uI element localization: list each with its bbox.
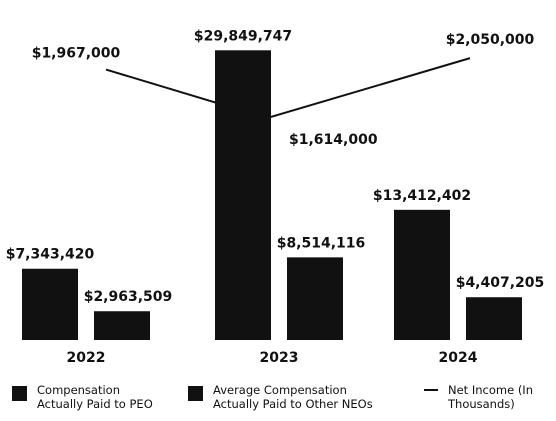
legend-label: Average Compensation Actually Paid to Ot… [213, 383, 373, 411]
bar [215, 50, 271, 341]
legend-item: Net Income (In Thousands) [424, 383, 556, 411]
data-label: $7,343,420 [6, 247, 95, 263]
bar [287, 257, 343, 340]
bar [94, 311, 150, 340]
data-label: $13,412,402 [373, 188, 471, 204]
data-label: $1,967,000 [32, 46, 121, 62]
legend-swatch [188, 386, 203, 401]
data-label: $29,849,747 [194, 28, 292, 44]
legend-label: Net Income (In Thousands) [448, 383, 533, 411]
legend-label: Compensation Actually Paid to PEO [37, 383, 153, 411]
legend-swatch [12, 386, 27, 401]
data-label: $1,614,000 [289, 132, 378, 148]
data-label: $4,407,205 [456, 275, 545, 291]
x-tick-label: 2022 [67, 350, 106, 366]
data-label: $2,963,509 [84, 289, 173, 305]
legend-item: Compensation Actually Paid to PEO [12, 383, 167, 411]
data-label: $8,514,116 [277, 235, 366, 251]
x-tick-label: 2024 [439, 350, 478, 366]
legend-swatch [424, 389, 438, 391]
data-label: $2,050,000 [446, 32, 535, 48]
bar [394, 209, 450, 340]
plot: 2022 2023 2024 $7,343,420 $29,849,747 $13,412… [6, 28, 545, 366]
bar [22, 268, 78, 340]
line [105, 57, 471, 120]
bar [466, 297, 522, 340]
legend-item: Average Compensation Actually Paid to Ot… [188, 383, 383, 411]
x-tick-label: 2023 [260, 350, 299, 366]
